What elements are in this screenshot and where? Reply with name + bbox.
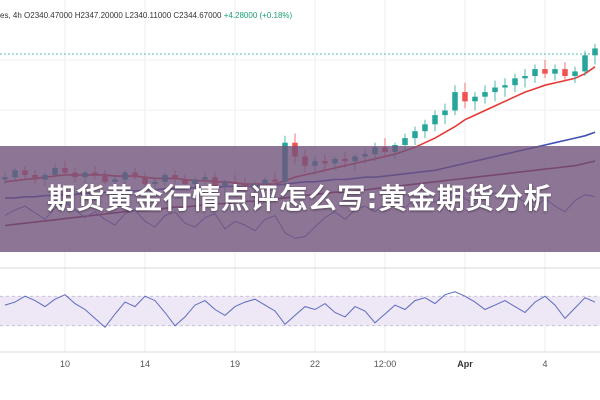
- x-tick-label: 14: [139, 359, 151, 369]
- candle-body: [492, 87, 498, 93]
- candle: [592, 43, 598, 65]
- candle: [562, 62, 568, 81]
- candle-body: [422, 124, 428, 132]
- candle-body: [452, 92, 458, 111]
- candle-body: [502, 85, 508, 88]
- candle-body: [572, 71, 578, 76]
- candle: [412, 126, 418, 145]
- candle: [492, 80, 498, 102]
- candle-body: [512, 78, 518, 86]
- candle: [502, 78, 508, 97]
- candle-body: [582, 55, 588, 72]
- candle: [532, 64, 538, 83]
- candle: [542, 59, 548, 79]
- candle: [422, 119, 428, 139]
- candle: [432, 110, 438, 132]
- lower-oscillator: [0, 291, 600, 329]
- x-tick-label: 10: [59, 359, 71, 369]
- x-tick-label: 4: [542, 359, 548, 369]
- candle-body: [552, 69, 558, 74]
- high-value: H2347.20000: [74, 11, 123, 20]
- candle-body: [542, 69, 548, 74]
- candle-body: [482, 92, 488, 97]
- candle: [442, 103, 448, 125]
- x-tick-label: 19: [229, 359, 241, 369]
- candle-body: [562, 69, 568, 76]
- candle-body: [462, 92, 468, 102]
- close-value: C2344.67000: [173, 11, 222, 20]
- candle-body: [592, 48, 598, 56]
- candle-body: [532, 69, 538, 76]
- x-tick-label: 12:00: [373, 359, 397, 369]
- symbol-interval: es, 4h: [0, 11, 22, 20]
- title-overlay: 期货黄金行情点评怎么写:黄金期货分析: [0, 146, 600, 252]
- x-tick-label: Apr: [457, 359, 473, 369]
- candle: [472, 92, 478, 111]
- x-tick-label: 22: [309, 359, 321, 369]
- candle: [462, 82, 468, 109]
- ohlc-legend: es, 4h O2340.47000 H2347.20000 L2340.110…: [0, 11, 292, 20]
- candle: [552, 64, 558, 81]
- change-value: +4.28000 (+0.18%): [223, 11, 293, 20]
- candle: [452, 85, 458, 116]
- candle: [522, 69, 528, 88]
- open-value: O2340.47000: [24, 11, 73, 20]
- lower-oscillator-line: [4, 291, 596, 329]
- candle-body: [432, 115, 438, 125]
- candle: [482, 85, 488, 104]
- candle-body: [402, 138, 408, 145]
- candle-body: [412, 131, 418, 139]
- overlay-title: 期货黄金行情点评怎么写:黄金期货分析: [47, 182, 553, 215]
- candle-body: [472, 96, 478, 102]
- low-value: L2340.11000: [125, 11, 172, 20]
- candle: [582, 50, 588, 76]
- candle: [572, 66, 578, 83]
- candle-body: [442, 110, 448, 116]
- candle-body: [522, 76, 528, 79]
- candle: [512, 73, 518, 93]
